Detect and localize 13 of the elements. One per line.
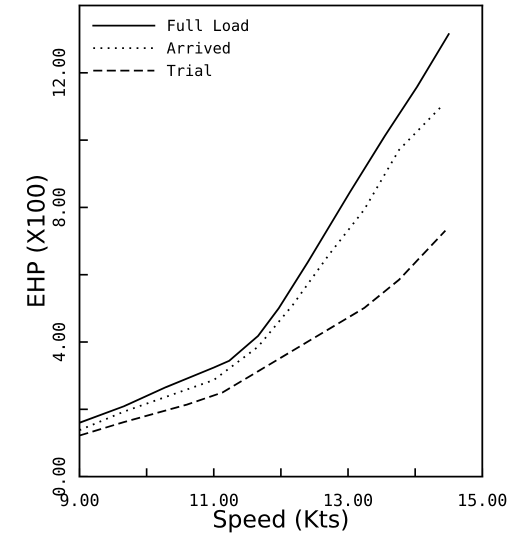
x-tick-label: 15.00 [459,494,506,506]
y-tick-label: 12.00 [52,48,66,96]
y-axis-title: EHP (X100) [26,176,48,306]
legend-label: Full Load [168,19,248,32]
x-tick-label: 13.00 [324,494,372,506]
x-tick-label: 9.00 [60,494,98,506]
legend-label: Trial [166,64,212,76]
legend-label: Arrived [166,42,230,54]
y-tick-label: 8.00 [52,188,66,226]
y-tick-label: 4.00 [52,323,66,362]
y-tick-label: 0.00 [52,458,66,496]
x-tick-label: 11.00 [190,494,238,506]
x-axis-title: Speed (Kts) [214,510,348,532]
